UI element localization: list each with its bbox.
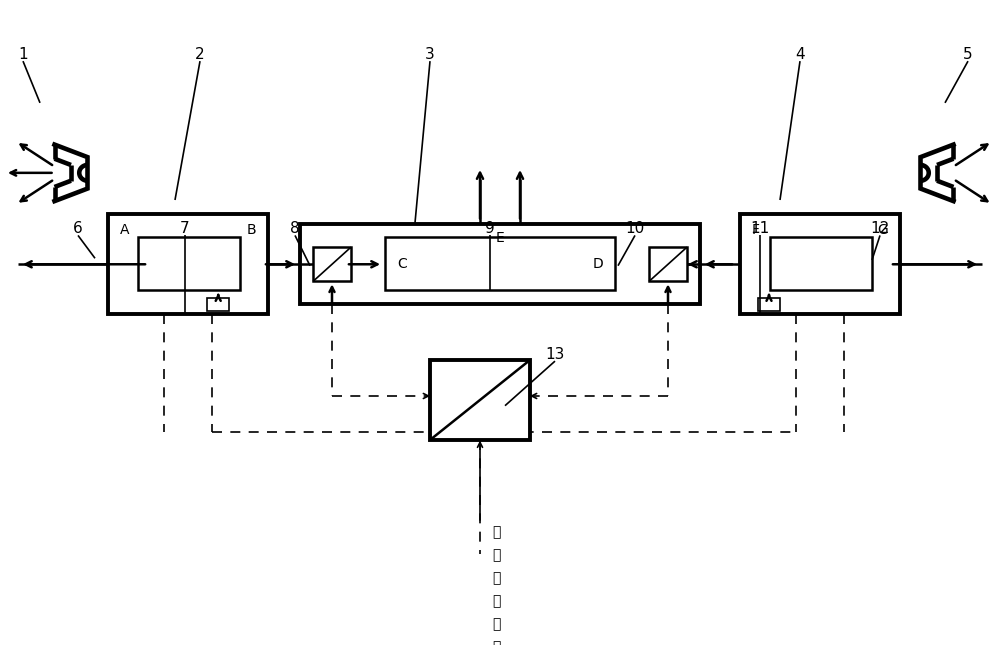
Bar: [207, 298, 229, 311]
Bar: [138, 237, 240, 290]
Text: 6: 6: [73, 221, 83, 236]
Text: 号: 号: [492, 640, 500, 645]
Text: G: G: [877, 223, 888, 237]
Text: 7: 7: [180, 221, 190, 236]
Text: 侧: 侧: [492, 526, 500, 540]
Text: 险: 险: [492, 594, 500, 608]
Bar: [300, 224, 700, 304]
Bar: [740, 214, 900, 314]
Text: 4: 4: [795, 47, 805, 62]
Text: A: A: [120, 223, 130, 237]
Bar: [430, 360, 530, 440]
Text: 5: 5: [963, 47, 973, 62]
Bar: [313, 247, 351, 281]
Text: 12: 12: [870, 221, 890, 236]
Text: 9: 9: [485, 221, 495, 236]
Bar: [108, 214, 268, 314]
Text: 翴: 翴: [492, 548, 500, 562]
Text: 11: 11: [750, 221, 770, 236]
Text: 1: 1: [18, 47, 28, 62]
Text: 危: 危: [492, 571, 500, 586]
Text: 3: 3: [425, 47, 435, 62]
Bar: [385, 237, 615, 290]
Text: 2: 2: [195, 47, 205, 62]
Text: 信: 信: [492, 617, 500, 631]
Text: D: D: [592, 257, 603, 272]
Text: 10: 10: [625, 221, 645, 236]
Text: F: F: [752, 223, 760, 237]
Bar: [770, 237, 872, 290]
Text: B: B: [246, 223, 256, 237]
Bar: [758, 298, 780, 311]
Text: 13: 13: [545, 347, 565, 362]
Text: E: E: [496, 231, 504, 245]
Text: C: C: [397, 257, 407, 272]
Bar: [649, 247, 687, 281]
Text: 8: 8: [290, 221, 300, 236]
